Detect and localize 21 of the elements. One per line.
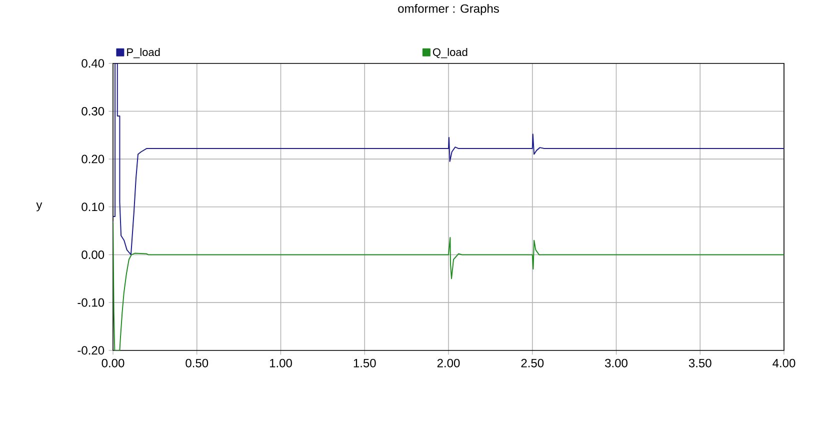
legend-label: Q_load — [432, 48, 468, 58]
x-tick-label: 1.50 — [354, 358, 376, 368]
y-tick-label: 0.20 — [82, 154, 104, 164]
y-axis-title: y — [36, 202, 42, 212]
x-tick-label: 0.50 — [186, 358, 208, 368]
y-tick-label: 0.40 — [82, 58, 104, 68]
y-tick-label: 0.10 — [82, 202, 104, 211]
x-tick-label: 3.50 — [688, 358, 712, 368]
chart-title: omformer : Graphs — [398, 4, 499, 15]
x-tick-label: 0.00 — [102, 358, 124, 368]
x-tick-label: 2.00 — [437, 358, 460, 368]
y-tick-label: -0.10 — [78, 298, 104, 307]
y-tick-label: 0.30 — [82, 106, 104, 116]
x-tick-label: 1.00 — [270, 358, 292, 368]
legend-label: P_load — [127, 48, 160, 58]
x-tick-label: 4.00 — [772, 358, 796, 368]
line-series — [113, 63, 784, 256]
x-tick-label: 2.50 — [521, 358, 544, 368]
x-tick-label: 3.00 — [605, 358, 628, 368]
y-tick-label: -0.20 — [78, 346, 104, 354]
y-tick-label: 0.00 — [82, 250, 104, 259]
